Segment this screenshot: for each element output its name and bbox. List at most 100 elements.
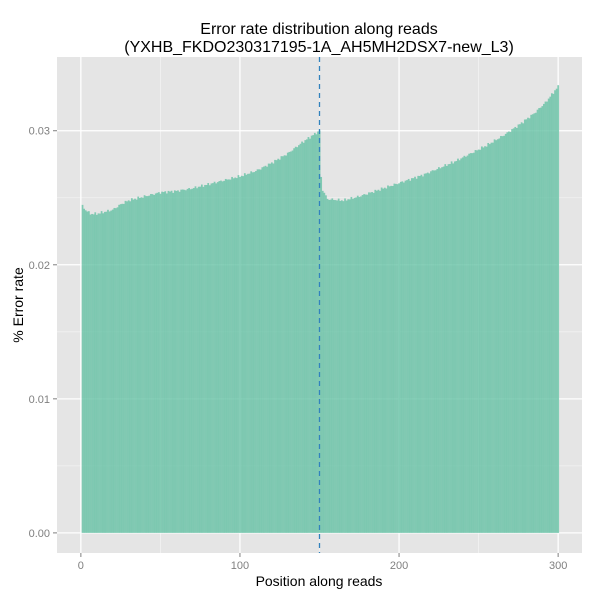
error-bar [266,166,268,533]
error-bar [107,209,109,533]
error-bar [321,190,324,533]
error-bar [280,156,283,533]
error-bar [91,213,93,533]
error-bar [546,101,548,533]
error-bar [379,190,381,533]
error-bar [256,169,259,533]
error-bar [368,192,370,533]
error-bar [423,173,426,533]
error-bar [493,139,496,533]
error-bar [317,131,319,533]
error-bar [517,124,520,533]
error-bar [304,140,307,533]
error-bar [331,198,334,533]
error-bar [449,163,451,533]
error-bar [420,174,423,533]
error-bar [418,176,421,533]
error-bar [148,195,151,533]
error-bar [196,188,198,533]
error-bar [255,171,257,533]
chart-title-line2: (YXHB_FKDO230317195-1A_AH5MH2DSX7-new_L3… [124,39,514,56]
error-bar [146,196,149,533]
error-bar [547,98,550,533]
error-bar [100,211,103,533]
error-bar [473,152,475,533]
error-bar [520,122,523,533]
error-bar [221,181,224,533]
error-bar [393,183,396,533]
error-bar [186,188,189,533]
error-bar [543,103,545,533]
error-bar [208,185,211,533]
error-bar [158,192,160,533]
error-bar [226,179,229,533]
error-bar [302,142,305,533]
error-bar [156,192,159,533]
error-bar [110,210,113,533]
error-bar [232,178,235,533]
error-bar [312,135,315,533]
error-bar [194,186,197,533]
error-bar [557,85,560,533]
error-bar [108,211,111,533]
error-bar [105,211,108,533]
error-bar [501,136,504,533]
error-bar [129,201,132,533]
error-bar [352,198,354,533]
error-bar [401,181,404,533]
error-bar [477,149,480,533]
error-bar [398,183,400,533]
error-bar [183,189,186,533]
error-bar [243,173,246,533]
error-bar [205,185,208,533]
error-bar [508,131,510,533]
error-bar [169,191,171,533]
error-bar [283,155,286,533]
error-bar [159,193,162,533]
error-bar [347,199,350,533]
error-bar [342,201,345,533]
error-bar [83,208,85,533]
error-bar [541,106,544,533]
error-bar [345,200,348,533]
error-rate-bars [81,85,560,533]
error-bar [387,185,389,533]
error-bar [495,140,498,533]
error-bar [403,182,405,533]
error-bar [348,199,351,533]
error-bar [539,107,542,533]
error-bar [496,139,499,533]
error-bar [220,180,222,533]
error-bar [407,178,410,533]
error-bar [538,108,540,533]
error-bar [84,210,87,533]
error-bar [138,197,141,533]
error-bar [111,209,114,533]
error-bar [334,200,337,533]
error-bar [150,193,152,533]
error-bar [333,199,335,533]
y-tick-label: 0.02 [29,260,50,272]
error-bar [200,184,203,533]
error-bar [442,166,445,533]
error-bar [515,127,518,533]
error-bar [94,212,97,533]
error-bar [263,166,265,533]
error-bar [299,143,302,533]
error-bar [272,163,275,533]
error-bar [358,197,361,533]
error-bar [417,175,420,533]
y-tick-label: 0.03 [29,126,50,138]
error-bar [170,190,173,533]
error-bar [143,195,146,533]
error-bar [490,142,493,533]
error-bar [102,213,105,533]
error-bar [145,196,148,533]
error-bar [234,177,237,533]
error-bar [480,146,483,533]
error-bar [229,179,232,533]
error-bar [275,160,278,533]
error-bar [355,197,358,533]
error-bar [503,135,505,533]
